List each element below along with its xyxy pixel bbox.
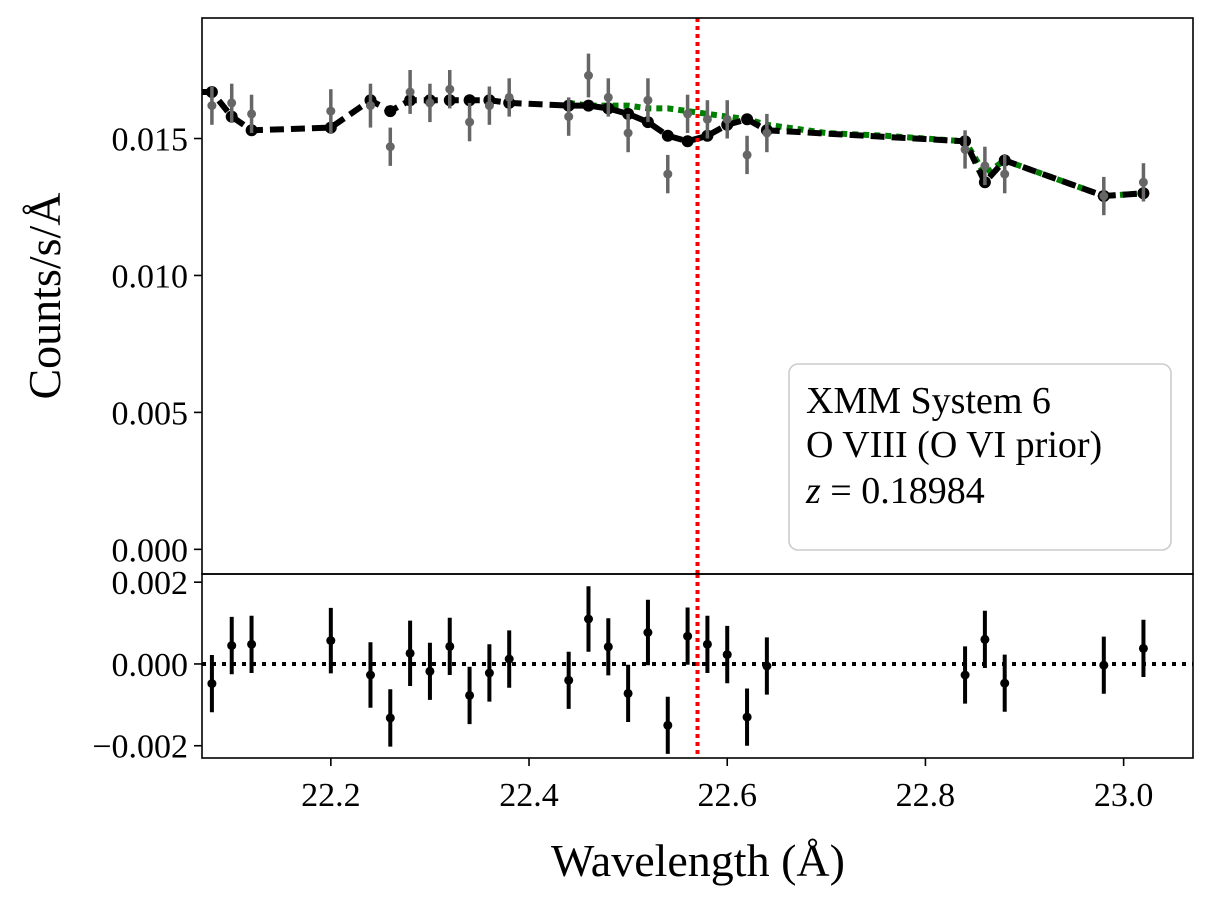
data-point	[742, 150, 752, 160]
residual-point	[1099, 660, 1109, 670]
model-point	[463, 94, 476, 107]
model-point	[681, 135, 694, 148]
data-point	[227, 98, 237, 108]
residual-point	[564, 675, 574, 685]
x-tick-label: 22.4	[499, 777, 559, 814]
residual-point	[683, 631, 693, 641]
data-point	[1099, 191, 1109, 201]
model-point	[741, 113, 754, 126]
y-tick-label: 0.002	[112, 565, 189, 602]
residual-point	[584, 614, 593, 624]
residual-point	[247, 639, 257, 649]
residual-point	[445, 641, 455, 651]
model-point	[582, 99, 595, 112]
data-point	[584, 71, 593, 80]
legend-line-system: XMM System 6	[806, 380, 1051, 422]
y-tick-label: 0.005	[112, 395, 189, 432]
redshift-equals: =	[821, 470, 861, 512]
data-point	[366, 101, 375, 111]
residuals-panel-frame	[201, 573, 1194, 759]
x-axis-title: Wavelength (Å)	[551, 835, 845, 886]
residual-point	[643, 628, 653, 637]
y-tick-label: 0.015	[112, 122, 189, 159]
redshift-value: 0.18984	[861, 470, 985, 512]
residuals-panel: −0.002 0.000 0.002 22.2 22.4 22.6 22.8 23.0 Wa…	[92, 565, 1194, 886]
residual-point	[504, 654, 514, 664]
data-point	[425, 98, 435, 108]
residual-point	[960, 670, 970, 680]
residual-point	[366, 670, 375, 680]
legend: XMM System 6 O VIII (O VI prior) z = 0.1…	[788, 363, 1172, 551]
data-point	[385, 142, 395, 152]
residual-point	[1138, 643, 1148, 653]
residual-point	[227, 641, 237, 651]
residual-point	[425, 666, 435, 676]
residual-point	[326, 636, 336, 646]
data-point	[762, 128, 772, 138]
residual-point	[980, 634, 990, 644]
data-point	[564, 112, 574, 122]
data-point	[207, 101, 217, 111]
model-point	[384, 105, 397, 118]
residual-point	[722, 650, 732, 660]
data-point	[465, 117, 475, 127]
residual-point	[207, 679, 217, 689]
residual-point	[385, 713, 395, 723]
y-tick-label: 0.000	[112, 532, 189, 569]
continuum-model-line	[568, 99, 1144, 200]
residual-point	[405, 648, 415, 658]
data-point	[1138, 177, 1148, 187]
data-point	[603, 92, 613, 102]
y-axis-title: Counts/s/Å	[19, 192, 70, 399]
residual-point	[762, 661, 772, 671]
residual-point	[742, 712, 752, 722]
residual-point	[603, 642, 613, 652]
y-tick-label: 0.000	[112, 647, 189, 684]
data-point	[504, 92, 514, 102]
residual-point	[465, 690, 475, 700]
y-tick-label: −0.002	[92, 729, 188, 766]
data-point	[1000, 169, 1010, 179]
residual-point	[1000, 678, 1010, 688]
y-tick-label: 0.010	[112, 258, 189, 295]
x-tick-label: 22.6	[697, 777, 757, 814]
x-tick-label: 23.0	[1094, 777, 1154, 814]
line-model-line	[202, 89, 1144, 200]
data-point	[980, 161, 990, 171]
residual-point	[484, 668, 494, 678]
spectrum-panel: 0.000 0.005 0.010 0.015 Counts/s/Å XMM Syst…	[19, 17, 1194, 575]
data-point	[722, 114, 732, 124]
redshift-symbol: z	[805, 470, 821, 512]
data-point	[247, 109, 257, 119]
data-point	[326, 106, 336, 116]
data-point	[643, 95, 653, 105]
data-point	[484, 101, 494, 111]
legend-box	[788, 363, 1172, 551]
data-point	[960, 145, 970, 154]
residual-point	[702, 639, 712, 649]
x-tick-label: 22.2	[301, 777, 361, 814]
data-point	[405, 87, 415, 97]
data-point	[445, 84, 455, 94]
data-point	[663, 169, 673, 179]
model-point	[661, 129, 674, 142]
legend-line-redshift: z = 0.18984	[805, 470, 985, 512]
residual-point	[623, 688, 633, 698]
residual-point	[663, 720, 673, 730]
legend-line-ion: O VIII (O VI prior)	[806, 424, 1102, 466]
data-point	[623, 128, 633, 138]
model-point	[641, 116, 654, 129]
x-tick-label: 22.8	[896, 777, 956, 814]
data-point	[702, 114, 712, 124]
data-point	[683, 109, 693, 119]
